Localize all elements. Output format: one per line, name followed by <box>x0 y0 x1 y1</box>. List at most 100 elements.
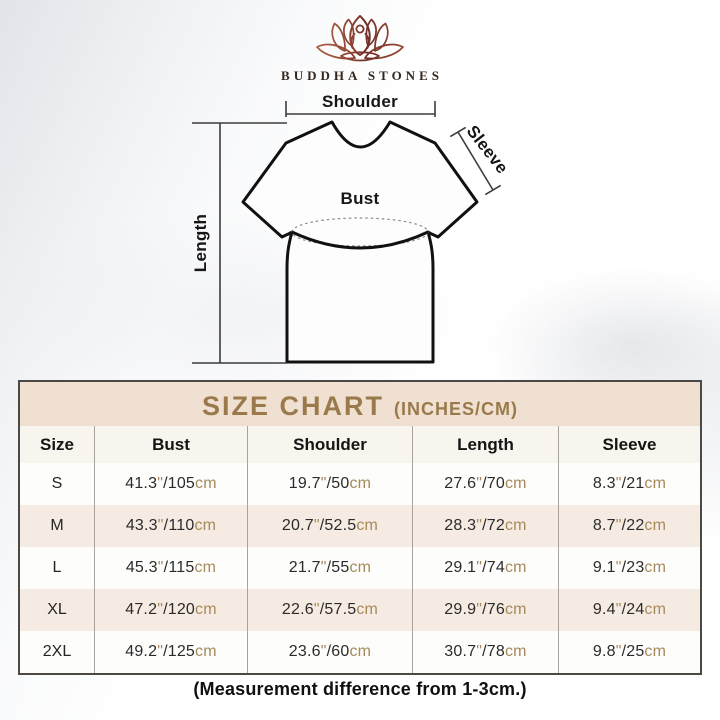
inches-value: 22.6 <box>281 601 314 618</box>
inches-value: 27.6 <box>444 475 477 492</box>
inch-mark: " <box>615 601 622 618</box>
inch-mark: " <box>615 559 622 576</box>
inch-mark: " <box>157 475 164 492</box>
size-chart-grid: Size Bust Shoulder Length Sleeve S 41.3 "/105 cm… <box>20 426 700 673</box>
size-cell: 2XL <box>20 631 94 673</box>
inch-mark: " <box>320 559 327 576</box>
cm-unit: cm <box>356 601 379 618</box>
inches-value: 47.2 <box>125 601 158 618</box>
inches-value: 20.7 <box>281 517 314 534</box>
size-cell: M <box>20 505 94 547</box>
cm-value: /74 <box>482 559 505 576</box>
cm-value: /22 <box>621 517 645 534</box>
sleeve-value-cell: 8.7 "/22 cm <box>558 505 700 547</box>
bust-value-cell: 43.3 "/110 cm <box>94 505 247 547</box>
length-value-cell: 30.7 "/78 cm <box>412 631 558 673</box>
measurement-note: (Measurement difference from 1-3cm.) <box>193 679 527 699</box>
bust-value-cell: 41.3 "/105 cm <box>94 463 247 505</box>
inches-value: 30.7 <box>444 643 477 660</box>
cm-value: /24 <box>621 601 645 618</box>
inch-mark: " <box>615 475 622 492</box>
inches-value: 41.3 <box>125 475 158 492</box>
inches-value: 29.1 <box>444 559 477 576</box>
cm-unit: cm <box>195 601 217 618</box>
cm-unit: cm <box>349 559 372 576</box>
cm-unit: cm <box>195 475 217 492</box>
dimension-lines <box>192 101 502 364</box>
column-header-length: Length <box>412 426 558 463</box>
column-header-shoulder: Shoulder <box>247 426 412 463</box>
shoulder-value-cell: 20.7 "/52.5 cm <box>247 505 412 547</box>
bust-value-cell: 47.2 "/120 cm <box>94 589 247 631</box>
inch-mark: " <box>476 643 483 660</box>
cm-unit: cm <box>644 559 667 576</box>
inch-mark: " <box>157 517 164 534</box>
bust-value-cell: 49.2 "/125 cm <box>94 631 247 673</box>
column-header-size: Size <box>20 426 94 463</box>
length-value-cell: 29.9 "/76 cm <box>412 589 558 631</box>
inches-value: 9.4 <box>592 601 616 618</box>
cm-unit: cm <box>194 517 217 534</box>
inches-value: 43.3 <box>125 517 158 534</box>
inches-value: 45.3 <box>125 559 158 576</box>
shoulder-value-cell: 22.6 "/57.5 cm <box>247 589 412 631</box>
bust-value-cell: 45.3 "/115 cm <box>94 547 247 589</box>
cm-value: /50 <box>326 475 350 492</box>
cm-value: /72 <box>482 517 505 534</box>
size-cell: S <box>20 463 94 505</box>
inches-value: 49.2 <box>125 643 158 660</box>
bust-label: Bust <box>341 189 380 208</box>
size-cell: L <box>20 547 94 589</box>
inches-value: 23.6 <box>288 643 321 660</box>
cm-value: /52.5 <box>319 517 357 534</box>
shoulder-label: Shoulder <box>322 92 398 111</box>
length-value-cell: 27.6 "/70 cm <box>412 463 558 505</box>
cm-value: /105 <box>163 475 196 492</box>
inch-mark: " <box>615 643 622 660</box>
cm-unit: cm <box>349 475 372 492</box>
inch-mark: " <box>157 601 164 618</box>
cm-value: /78 <box>482 643 505 660</box>
inch-mark: " <box>320 643 327 660</box>
cm-unit: cm <box>356 517 379 534</box>
inches-value: 28.3 <box>444 517 477 534</box>
cm-value: /55 <box>326 559 350 576</box>
shoulder-value-cell: 19.7 "/50 cm <box>247 463 412 505</box>
inch-mark: " <box>476 559 483 576</box>
cm-unit: cm <box>194 559 217 576</box>
cm-value: /76 <box>482 601 505 618</box>
cm-value: /23 <box>621 559 645 576</box>
cm-value: /57.5 <box>319 601 357 618</box>
length-value-cell: 28.3 "/72 cm <box>412 505 558 547</box>
cm-value: /21 <box>621 475 645 492</box>
cm-value: /60 <box>326 643 350 660</box>
cm-unit: cm <box>504 601 527 618</box>
tshirt-outline <box>241 120 479 364</box>
inches-value: 8.7 <box>592 517 616 534</box>
cm-value: /115 <box>163 559 195 576</box>
inches-value: 8.3 <box>592 475 616 492</box>
inch-mark: " <box>157 559 164 576</box>
shoulder-value-cell: 23.6 "/60 cm <box>247 631 412 673</box>
column-header-sleeve: Sleeve <box>558 426 700 463</box>
cm-value: /110 <box>163 517 195 534</box>
cm-value: /25 <box>621 643 645 660</box>
inch-mark: " <box>476 517 483 534</box>
inches-value: 29.9 <box>444 601 477 618</box>
inch-mark: " <box>313 601 320 618</box>
cm-unit: cm <box>504 517 527 534</box>
sleeve-label: Sleeve <box>463 122 512 178</box>
cm-unit: cm <box>644 475 667 492</box>
size-chart-table: SIZE CHART (INCHES/CM) Size Bust Shoulder L… <box>18 380 702 675</box>
inches-value: 19.7 <box>288 475 321 492</box>
size-chart-title: SIZE CHART <box>202 391 384 421</box>
shirt-measurement-diagram: Shoulder Bust Length Sleeve <box>0 88 720 380</box>
inch-mark: " <box>320 475 327 492</box>
size-cell: XL <box>20 589 94 631</box>
inch-mark: " <box>476 601 483 618</box>
cm-unit: cm <box>644 517 667 534</box>
cm-value: /125 <box>163 643 196 660</box>
cm-unit: cm <box>644 643 667 660</box>
cm-unit: cm <box>504 475 527 492</box>
